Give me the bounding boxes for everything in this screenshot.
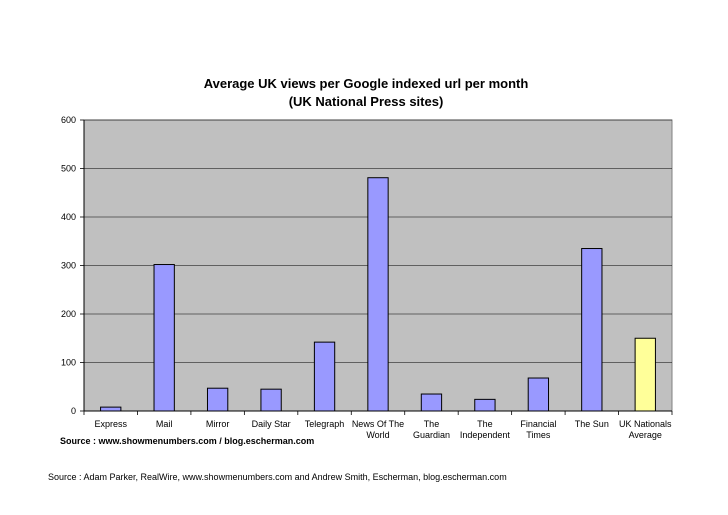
- x-tick-label: Independent: [460, 430, 511, 440]
- bar: [313, 341, 336, 412]
- source-note-inner: Source : www.showmenumbers.com / blog.es…: [60, 436, 315, 446]
- x-tick-label: The: [477, 419, 493, 429]
- bar: [260, 388, 282, 412]
- bar: [420, 393, 443, 412]
- chart-subtitle: (UK National Press sites): [289, 94, 444, 109]
- bar: [367, 177, 389, 412]
- x-tick-label: Telegraph: [305, 419, 345, 429]
- y-tick-label: 200: [61, 309, 76, 319]
- bar: [153, 264, 175, 412]
- x-tick-label: Guardian: [413, 430, 450, 440]
- x-tick-label: UK Nationals: [619, 419, 672, 429]
- x-tick-label: Average: [629, 430, 662, 440]
- bar: [581, 248, 603, 412]
- x-tick-label: Times: [526, 430, 551, 440]
- y-tick-label: 300: [61, 261, 76, 271]
- source-note-outer: Source : Adam Parker, RealWire, www.show…: [48, 472, 507, 482]
- y-tick-label: 400: [61, 212, 76, 222]
- chart-title: Average UK views per Google indexed url …: [204, 76, 529, 91]
- bar: [474, 398, 496, 412]
- x-tick-label: World: [366, 430, 389, 440]
- x-tick-label: The: [424, 419, 440, 429]
- bar: [527, 377, 550, 412]
- plot-area: 0 100 200 300 400 500 600 Express Mail Mirror Dail…: [61, 115, 673, 440]
- y-tick-label: 0: [71, 406, 76, 416]
- x-tick-label: Express: [94, 419, 127, 429]
- x-tick-label: Financial: [520, 419, 556, 429]
- y-tick-label: 100: [61, 358, 76, 368]
- y-tick-label: 600: [61, 115, 76, 125]
- x-tick-label: News Of The: [352, 419, 404, 429]
- bar: [206, 387, 229, 412]
- y-tick-label: 500: [61, 164, 76, 174]
- x-tick-label: The Sun: [575, 419, 609, 429]
- bar-average: [634, 337, 656, 412]
- x-tick-label: Daily Star: [252, 419, 291, 429]
- x-tick-label: Mail: [156, 419, 173, 429]
- bar: [100, 406, 122, 412]
- x-tick-label: Mirror: [206, 419, 230, 429]
